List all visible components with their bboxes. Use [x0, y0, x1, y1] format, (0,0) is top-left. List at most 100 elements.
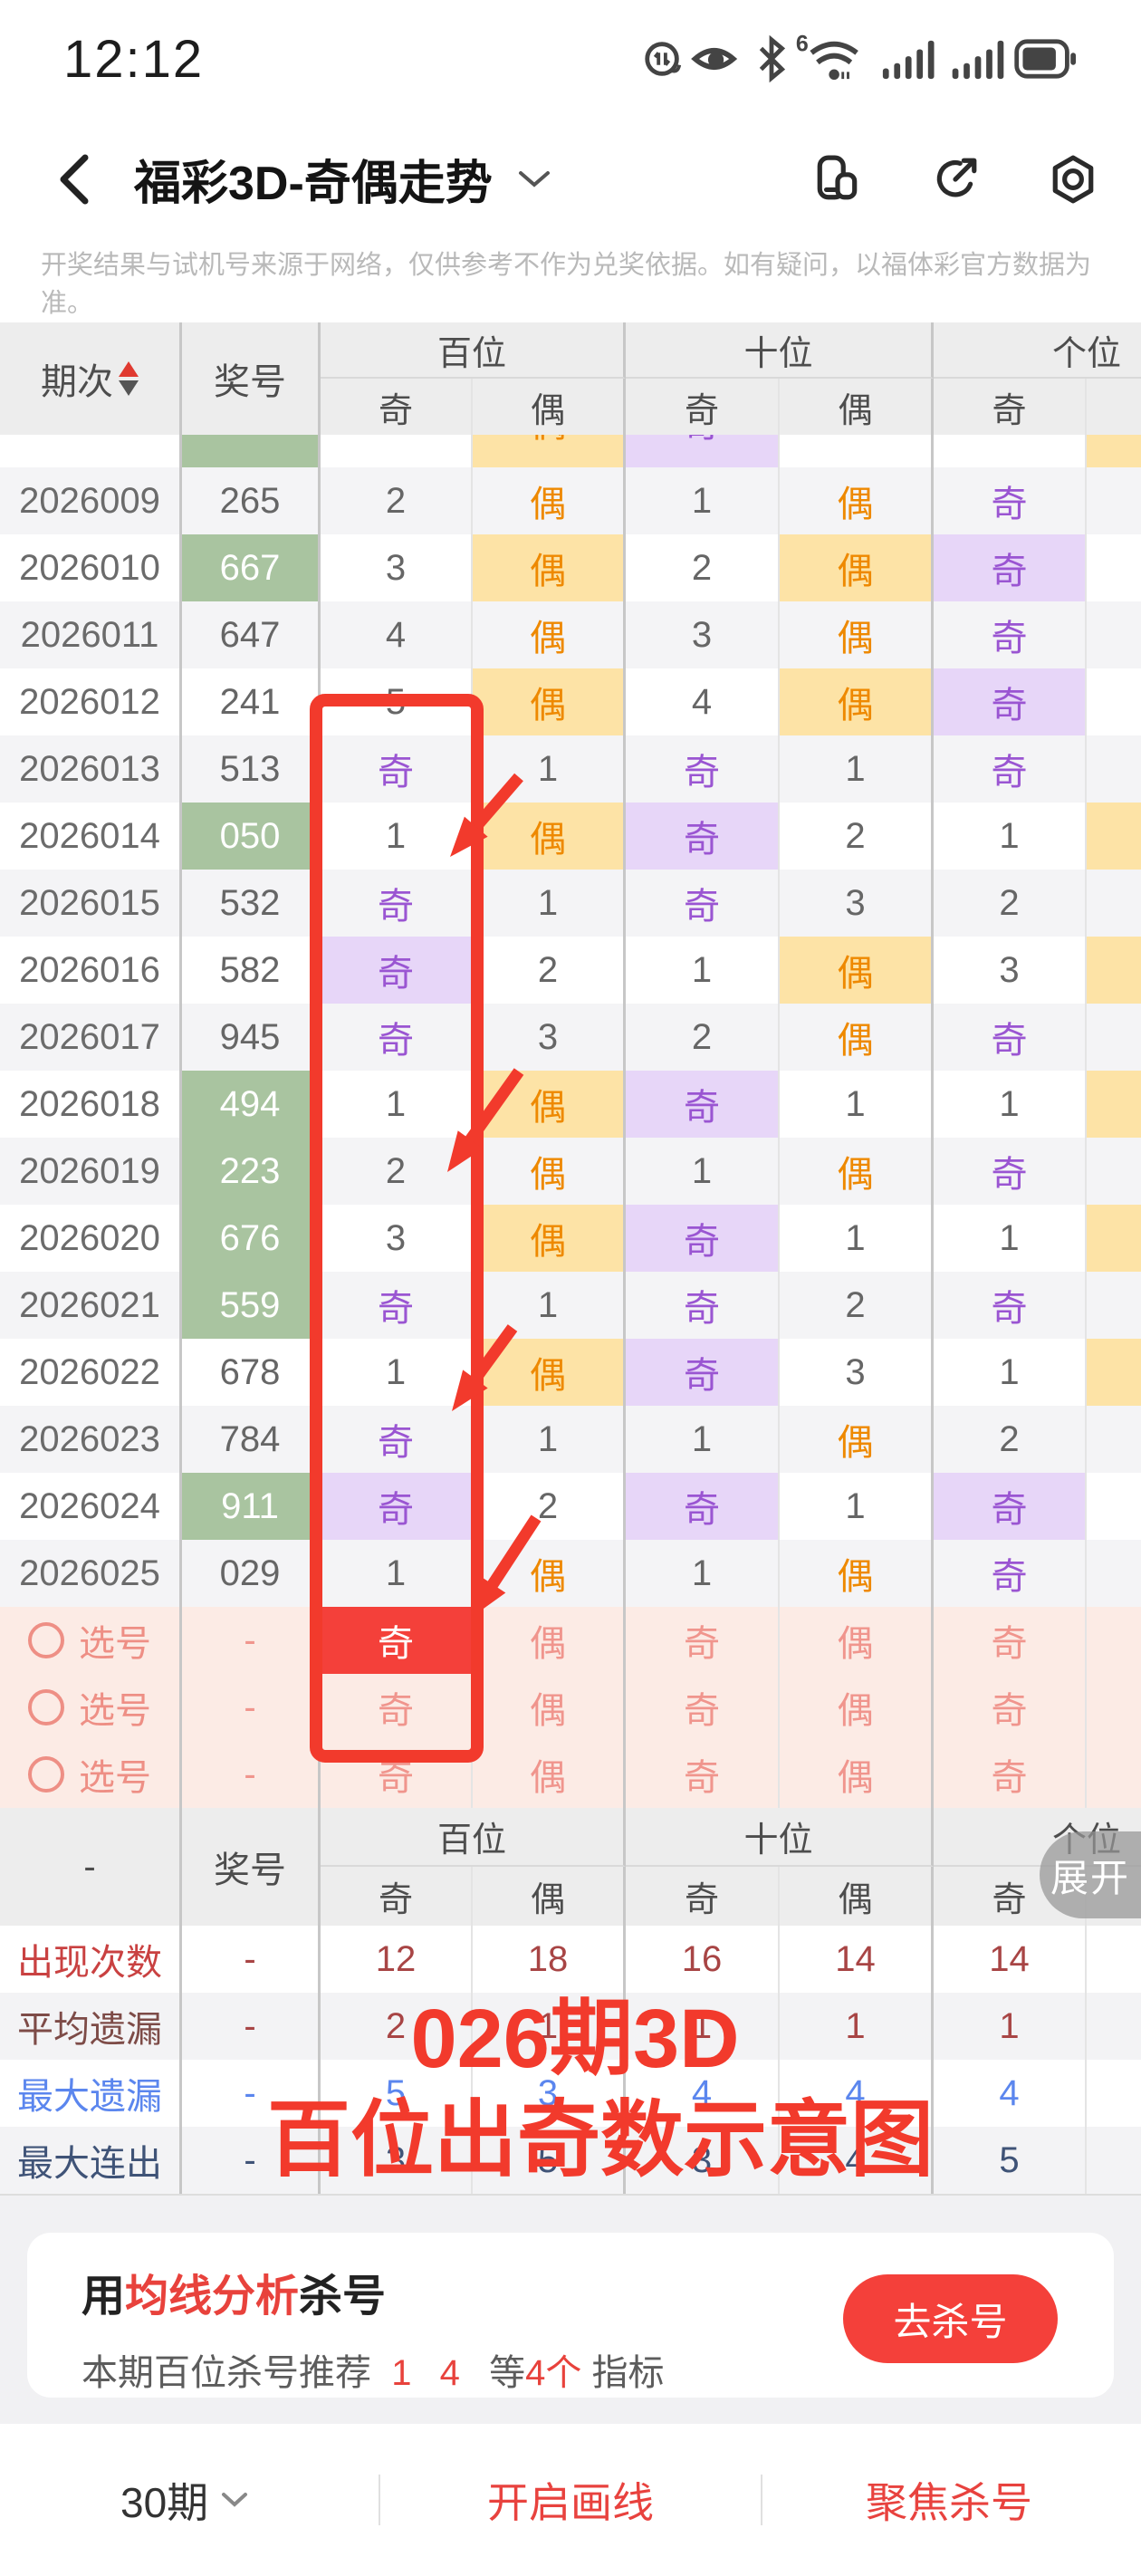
stat-value: 2	[321, 1993, 473, 2060]
trend-cell: 3	[626, 601, 780, 668]
trend-cell: 奇	[934, 534, 1087, 601]
pick-cell[interactable]: 偶	[1087, 1674, 1141, 1741]
pick-circle-icon[interactable]	[28, 1756, 64, 1793]
period-header[interactable]: 期次	[0, 322, 182, 435]
share-icon[interactable]	[931, 155, 980, 204]
pick-cell[interactable]: 偶	[473, 1607, 626, 1674]
floating-window-icon[interactable]	[813, 155, 862, 204]
trend-cell: 偶	[1087, 803, 1141, 870]
trend-cell: 3	[1087, 601, 1141, 668]
disclaimer-text: 开奖结果与试机号来源于网络，仅供参考不作为兑奖依据。如有疑问，以福体彩官方数据为…	[0, 240, 1141, 322]
trend-cell: 偶	[780, 534, 934, 601]
trend-cell: 偶	[473, 803, 626, 870]
pick-cell[interactable]: 偶	[473, 1741, 626, 1808]
group-header-tens: 十位	[626, 1808, 934, 1867]
trend-cell: 5	[1087, 735, 1141, 803]
expand-button[interactable]: 展开	[1040, 1831, 1141, 1918]
trend-cell: 偶	[1087, 870, 1141, 937]
pick-cell[interactable]: 偶	[1087, 1741, 1141, 1808]
partial-row: 偶奇偶	[0, 435, 1141, 467]
trend-cell: 4	[1087, 668, 1141, 735]
trend-cell: 奇	[934, 735, 1087, 803]
stat-label: 最大遗漏	[0, 2060, 182, 2127]
table-row: 20260184941偶奇11偶	[0, 1071, 1141, 1138]
table-body: 偶奇偶20260092652偶1偶奇120260106673偶2偶奇220260…	[0, 435, 1141, 1808]
trend-cell: 奇	[321, 1272, 473, 1339]
trend-cell: 1	[473, 870, 626, 937]
period-cell: 2026015	[0, 870, 182, 937]
trend-cell: 3	[321, 1205, 473, 1272]
period-count-select[interactable]: 30期	[120, 2424, 248, 2575]
trend-cell: 2	[473, 937, 626, 1004]
trend-cell: 奇	[626, 1473, 780, 1540]
pick-dash-cell: -	[182, 1674, 321, 1741]
number-cell: 945	[182, 1004, 321, 1071]
stat-value: -	[182, 2127, 321, 2194]
period-cell: 2026013	[0, 735, 182, 803]
pick-cell[interactable]: 偶	[780, 1607, 934, 1674]
stat-value	[1087, 2127, 1141, 2194]
period-cell: 2026018	[0, 1071, 182, 1138]
trend-cell: 1	[626, 1138, 780, 1205]
trend-cell: 1	[934, 1071, 1087, 1138]
number-cell: 029	[182, 1540, 321, 1607]
period-cell: 2026023	[0, 1406, 182, 1473]
pick-label-cell[interactable]: 选号	[0, 1674, 182, 1741]
number-cell	[182, 435, 321, 467]
page-title: 福彩3D-奇偶走势	[134, 158, 493, 210]
trend-cell: 2	[1087, 1540, 1141, 1607]
chevron-down-icon	[518, 170, 550, 187]
number-cell: 532	[182, 870, 321, 937]
trend-cell: 1	[321, 803, 473, 870]
focus-kill-button[interactable]: 聚焦杀号	[866, 2478, 1032, 2526]
table-row: 2026024911奇2奇1奇1	[0, 1473, 1141, 1540]
pick-cell[interactable]: 奇	[934, 1741, 1087, 1808]
pick-cell[interactable]: 奇	[934, 1607, 1087, 1674]
trend-cell: 偶	[473, 534, 626, 601]
pick-cell[interactable]: 奇	[626, 1674, 780, 1741]
period-cell: 2026024	[0, 1473, 182, 1540]
pick-cell[interactable]: 奇	[321, 1607, 473, 1674]
pick-cell[interactable]: 奇	[321, 1674, 473, 1741]
pick-cell[interactable]: 奇	[934, 1674, 1087, 1741]
table-row: 20260092652偶1偶奇1	[0, 467, 1141, 534]
table-row: 20260140501偶奇21偶	[0, 803, 1141, 870]
trend-cell: 2	[321, 1138, 473, 1205]
stat-value: 3	[626, 2127, 780, 2194]
stat-value: 1	[473, 1993, 626, 2060]
trend-cell: 奇	[934, 1272, 1087, 1339]
pick-cell[interactable]: 奇	[626, 1607, 780, 1674]
pick-cell[interactable]: 偶	[780, 1674, 934, 1741]
sort-icon	[119, 361, 139, 396]
pick-cell[interactable]: 奇	[626, 1741, 780, 1808]
pick-label-cell[interactable]: 选号	[0, 1607, 182, 1674]
sub-header: 偶	[1087, 379, 1141, 435]
trend-cell: 4	[626, 668, 780, 735]
trend-cell: 1	[473, 735, 626, 803]
pick-cell[interactable]: 偶	[780, 1741, 934, 1808]
trend-cell: 偶	[780, 1540, 934, 1607]
pick-cell[interactable]: 偶	[473, 1674, 626, 1741]
pick-circle-icon[interactable]	[28, 1622, 64, 1658]
pick-circle-icon[interactable]	[28, 1689, 64, 1725]
stat-value: 3	[473, 2060, 626, 2127]
pick-cell[interactable]: 奇	[321, 1741, 473, 1808]
toggle-draw-line-button[interactable]: 开启画线	[487, 2478, 654, 2526]
pick-cell[interactable]: 偶	[1087, 1607, 1141, 1674]
settings-icon[interactable]	[1049, 155, 1098, 204]
table-row: 2026017945奇32偶奇1	[0, 1004, 1141, 1071]
trend-cell: 1	[780, 1473, 934, 1540]
bluetooth-icon	[759, 34, 786, 83]
page-title-dropdown[interactable]: 福彩3D-奇偶走势	[134, 145, 551, 213]
number-cell: 582	[182, 937, 321, 1004]
number-cell: 494	[182, 1071, 321, 1138]
pick-label-cell[interactable]: 选号	[0, 1741, 182, 1808]
go-kill-button[interactable]: 去杀号	[843, 2274, 1058, 2363]
trend-cell	[780, 435, 934, 467]
stat-value: 16	[626, 1926, 780, 1993]
trend-cell: 偶	[1087, 435, 1141, 467]
period-cell: 2026019	[0, 1138, 182, 1205]
back-button[interactable]	[58, 152, 94, 207]
stat-value: 4	[626, 2060, 780, 2127]
